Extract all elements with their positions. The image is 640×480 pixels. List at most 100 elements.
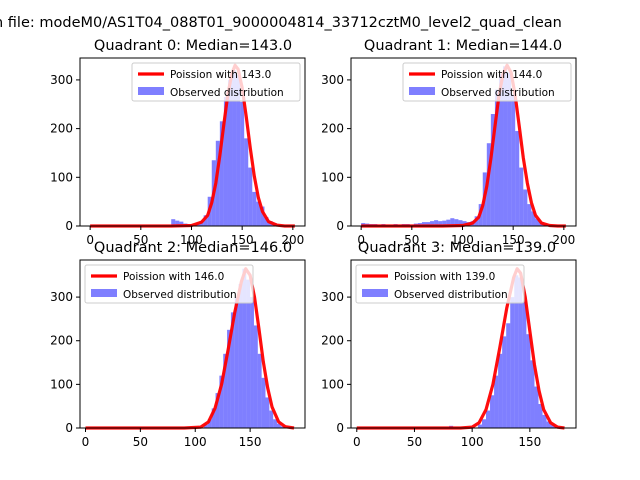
subplot-title: Quadrant 2: Median=146.0 [94,240,292,256]
histogram-bar [490,114,495,226]
histogram-bar [523,189,528,226]
histogram-bar [223,96,228,227]
subplot-title: Quadrant 3: Median=139.0 [358,240,556,256]
legend: Poission with 143.0 Observed distribution [131,62,301,102]
histogram-bar [518,277,523,428]
y-tick-label: 100 [50,377,73,391]
axes-frame [79,259,306,429]
y-tick-label: 300 [321,73,344,87]
histogram-bar [219,121,224,226]
histogram-bar [481,419,486,428]
legend-observed-swatch [409,87,435,95]
histogram-bar [446,219,451,226]
histogram-bar [223,353,228,428]
histogram-bar [486,143,491,226]
histogram-bar [534,386,539,428]
histogram-bar [252,191,257,226]
histogram-bar [230,312,235,428]
x-tick-label: 150 [518,435,541,449]
histogram-bar [211,408,216,428]
histogram-bar [248,167,253,226]
y-tick-label: 300 [321,290,344,304]
histogram-bar [257,353,262,428]
subplot-title: Quadrant 1: Median=144.0 [364,38,562,54]
histogram-bar [280,426,285,428]
y-tick-label: 300 [50,73,73,87]
histogram-bar [260,206,265,226]
histogram-bar [269,410,274,428]
histogram-bar [494,89,499,227]
histogram-bar [219,375,224,428]
subplot-title: Quadrant 0: Median=143.0 [94,38,292,54]
legend-model-label: Poission with 143.0 [170,69,271,81]
histogram-bar [546,421,551,428]
legend-observed-label: Observed distribution [170,87,284,99]
histogram-bar [234,297,239,428]
histogram-bar [507,72,512,226]
subplot-quadrant-2: 0 50 100 150 0 100 200 300 Poission with 146.0 Ob… [50,240,306,449]
histogram-bar [430,221,435,226]
histogram-bar [442,220,447,226]
histogram-bar [522,301,527,428]
legend-box [402,62,572,102]
x-tick-label: 50 [133,233,148,247]
legend-observed-label: Observed distribution [123,289,237,301]
y-tick-label: 100 [321,170,344,184]
y-tick-label: 0 [336,421,344,435]
histogram-bar [511,94,516,227]
histogram-bar [227,79,233,226]
histogram-bar [261,377,266,428]
x-tick-label: 100 [180,233,203,247]
histogram-bar [434,220,439,226]
histogram-bar [207,419,212,428]
histogram-bar [502,336,507,428]
histogram-bar [515,131,520,226]
axes-frame [350,259,577,429]
x-tick-label: 200 [552,233,575,247]
histogram-bar [215,393,220,428]
subplot-quadrant-3: 0 50 100 150 0 100 200 300 Poission with 139.0 Ob… [321,240,577,449]
y-tick-label: 200 [321,122,344,136]
histogram-bar [175,220,180,226]
histogram-bar [510,297,515,428]
histogram-bar [227,329,231,428]
histogram-bar [538,404,543,428]
histogram-bar [450,218,455,226]
histogram-bar [236,75,241,226]
subplot-quadrant-0: 0 50 100 150 200 0 100 200 300 Poission with 143.… [50,38,306,247]
histogram-bar [530,360,535,428]
histogram-bar [503,66,508,226]
y-tick-label: 100 [321,377,344,391]
axes-frame [350,57,577,227]
axes-frame [79,57,306,227]
legend-box [131,62,301,102]
legend-box [84,264,254,304]
histogram-bar [527,204,532,226]
legend-model-label: Poission with 146.0 [123,271,224,283]
histogram-bar [550,424,555,428]
legend-observed-label: Observed distribution [394,289,508,301]
x-tick-label: 0 [86,233,94,247]
histogram-bar [458,220,463,226]
histogram-bar [171,219,176,226]
histogram-bar [494,375,499,428]
histogram-bar [253,325,258,428]
histogram-bar [250,297,254,428]
legend-model-label: Poission with 139.0 [394,271,495,283]
x-tick-label: 0 [357,233,365,247]
y-tick-label: 0 [65,421,73,435]
legend: Poission with 139.0 Observed distribution [355,264,525,304]
x-tick-label: 150 [239,435,262,449]
histogram-bar [506,323,511,428]
y-tick-label: 200 [50,122,73,136]
x-tick-label: 100 [461,435,484,449]
histogram-bar [490,395,495,428]
histogram-bar [535,218,540,226]
histogram-bar [264,217,269,226]
histogram-bar [238,284,243,428]
histogram-bar [421,222,426,226]
histogram-bar [203,215,208,226]
y-tick-label: 200 [50,334,73,348]
histogram-bar [244,138,249,226]
